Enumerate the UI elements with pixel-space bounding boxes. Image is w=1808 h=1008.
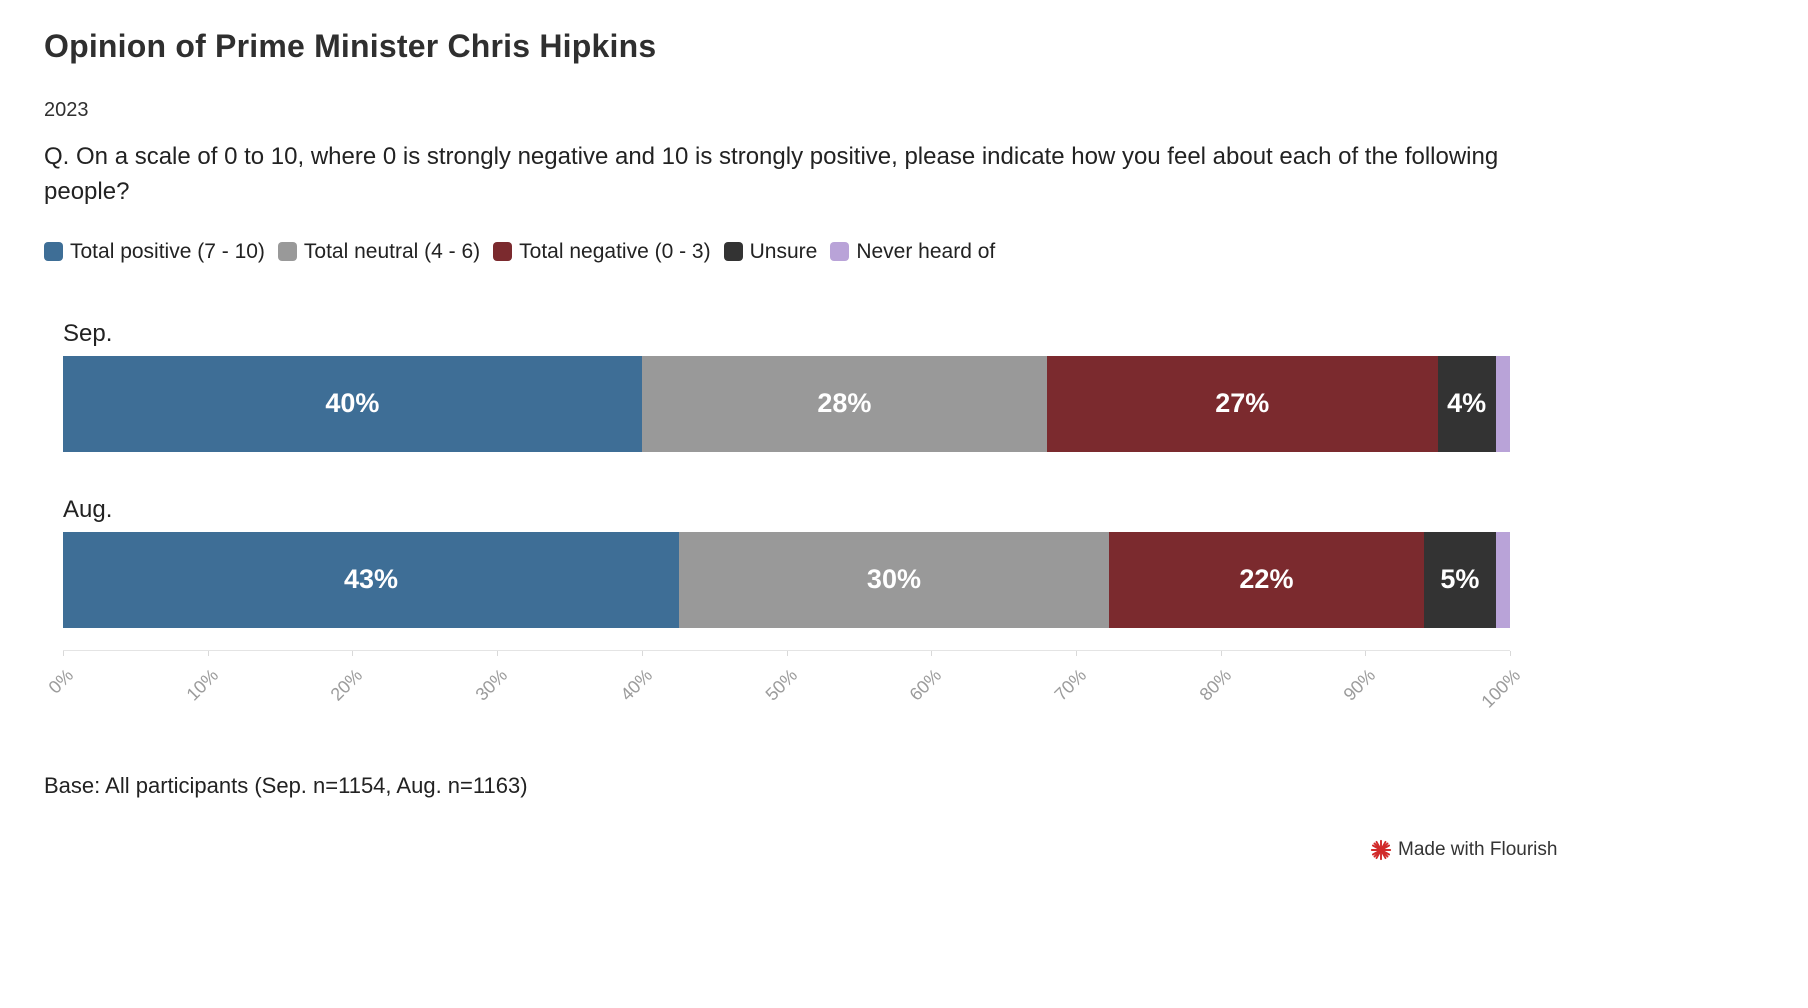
axis-tick-mark bbox=[641, 650, 643, 656]
axis-tick-mark bbox=[497, 650, 499, 656]
flourish-attribution-link[interactable]: Made with Flourish bbox=[1370, 839, 1557, 861]
legend-item[interactable]: Never heard of bbox=[830, 240, 995, 264]
axis-tick-label: 40% bbox=[616, 664, 656, 705]
flourish-logo-icon bbox=[1370, 839, 1392, 861]
axis-tick-label: 30% bbox=[471, 664, 512, 705]
flourish-attribution-label: Made with Flourish bbox=[1398, 839, 1558, 860]
bar-segment[interactable]: 40% bbox=[63, 355, 642, 452]
axis-tick-label: 80% bbox=[1195, 664, 1235, 705]
axis-tick-label: 20% bbox=[326, 664, 367, 705]
legend-swatch bbox=[723, 242, 743, 262]
row-label: Sep. bbox=[63, 319, 113, 347]
bar-segment[interactable]: 4% bbox=[1437, 355, 1496, 452]
bar-segment[interactable] bbox=[1495, 531, 1510, 628]
legend-swatch bbox=[44, 242, 63, 262]
bar-segment[interactable]: 5% bbox=[1424, 531, 1496, 628]
segment-value-label: 5% bbox=[1440, 564, 1480, 595]
segment-value-label: 40% bbox=[325, 388, 380, 419]
axis-tick-mark bbox=[931, 650, 933, 656]
axis-tick-label: 50% bbox=[761, 664, 801, 705]
axis-tick-label: 100% bbox=[1477, 664, 1525, 712]
legend-label: Total neutral (4 - 6) bbox=[303, 239, 481, 263]
axis-tick-mark bbox=[786, 650, 788, 656]
chart-page: Opinion of Prime Minister Chris Hipkins … bbox=[44, 28, 1764, 798]
base-note: Base: All participants (Sep. n=1154, Aug… bbox=[44, 772, 528, 798]
stacked-bar: 40% 28% 27% 4% bbox=[63, 355, 1510, 452]
segment-value-label: 4% bbox=[1447, 388, 1487, 419]
axis-tick-label: 60% bbox=[905, 664, 946, 705]
bar-segment[interactable]: 43% bbox=[63, 531, 680, 628]
segment-value-label: 43% bbox=[344, 564, 399, 595]
axis-tick-mark bbox=[1220, 650, 1222, 656]
legend-item[interactable]: Unsure bbox=[723, 239, 818, 264]
axis-tick-mark bbox=[1075, 650, 1077, 656]
bar-row: Aug. 43% 30% 22% 5% bbox=[63, 496, 1510, 628]
bar-segment[interactable]: 30% bbox=[679, 531, 1109, 628]
axis-tick-label: 10% bbox=[182, 664, 222, 705]
legend-item[interactable]: Total negative (0 - 3) bbox=[493, 239, 711, 264]
axis-tick-mark bbox=[207, 650, 209, 656]
legend-item[interactable]: Total positive (7 - 10) bbox=[44, 240, 265, 264]
chart-subtitle: 2023 bbox=[44, 99, 89, 121]
bar-segment[interactable] bbox=[1495, 355, 1510, 452]
segment-value-label: 30% bbox=[866, 564, 921, 595]
survey-question: Q. On a scale of 0 to 10, where 0 is str… bbox=[44, 143, 1499, 205]
legend: Total positive (7 - 10) Total neutral (4 … bbox=[44, 240, 1764, 264]
axis-tick-label: 0% bbox=[44, 664, 78, 698]
bar-segment[interactable]: 22% bbox=[1108, 531, 1425, 628]
bar-row: Sep. 40% 28% 27% 4% bbox=[63, 320, 1510, 452]
axis-tick-mark bbox=[1510, 650, 1511, 656]
legend-swatch bbox=[277, 242, 297, 262]
stacked-bar: 43% 30% 22% 5% bbox=[63, 531, 1510, 628]
legend-label: Total negative (0 - 3) bbox=[519, 239, 711, 263]
segment-value-label: 27% bbox=[1215, 388, 1270, 419]
bar-segment[interactable]: 28% bbox=[641, 355, 1047, 452]
legend-swatch bbox=[493, 242, 513, 262]
legend-swatch bbox=[830, 242, 850, 262]
page-title: Opinion of Prime Minister Chris Hipkins bbox=[44, 28, 657, 64]
segment-value-label: 28% bbox=[817, 388, 872, 419]
bar-segment[interactable]: 27% bbox=[1046, 355, 1438, 452]
chart-rows: Sep. 40% 28% 27% 4% Aug. 43% 30% 22% 5% bbox=[63, 320, 1510, 628]
axis-tick-mark bbox=[352, 650, 354, 656]
segment-value-label: 22% bbox=[1239, 564, 1294, 595]
legend-item[interactable]: Total neutral (4 - 6) bbox=[277, 239, 481, 264]
row-label: Aug. bbox=[63, 495, 113, 523]
x-axis: 0% 10% 20% 30% 40% 50% 60% 70% 80% 90% 100% bbox=[45, 649, 1524, 747]
axis-tick-label: 70% bbox=[1050, 664, 1091, 705]
axis-tick-mark bbox=[63, 650, 64, 656]
legend-label: Unsure bbox=[749, 239, 818, 263]
axis-tick-mark bbox=[1365, 650, 1367, 656]
legend-label: Never heard of bbox=[856, 239, 996, 263]
legend-label: Total positive (7 - 10) bbox=[70, 239, 265, 263]
axis-tick-label: 90% bbox=[1339, 664, 1380, 705]
